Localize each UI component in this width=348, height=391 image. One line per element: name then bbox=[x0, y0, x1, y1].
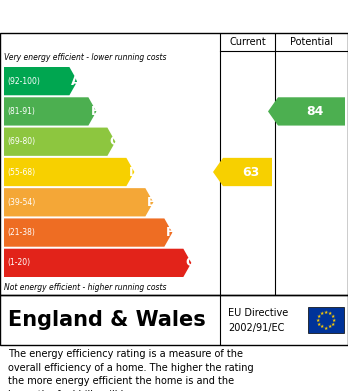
Text: ★: ★ bbox=[331, 314, 335, 319]
Text: B: B bbox=[90, 105, 100, 118]
Polygon shape bbox=[4, 219, 172, 247]
Text: (92-100): (92-100) bbox=[7, 77, 40, 86]
Text: D: D bbox=[128, 165, 139, 179]
Text: EU Directive: EU Directive bbox=[228, 307, 288, 317]
Text: ★: ★ bbox=[316, 317, 320, 323]
Polygon shape bbox=[4, 188, 153, 217]
Text: E: E bbox=[147, 196, 156, 209]
Text: (1-20): (1-20) bbox=[7, 258, 30, 267]
Text: ★: ★ bbox=[324, 310, 328, 314]
Bar bbox=[308, 307, 344, 333]
Text: Energy Efficiency Rating: Energy Efficiency Rating bbox=[8, 7, 237, 25]
Text: A: A bbox=[71, 75, 81, 88]
Polygon shape bbox=[4, 158, 134, 186]
Text: (69-80): (69-80) bbox=[7, 137, 35, 146]
Polygon shape bbox=[4, 97, 96, 126]
Polygon shape bbox=[4, 67, 77, 95]
Text: Not energy efficient - higher running costs: Not energy efficient - higher running co… bbox=[4, 283, 166, 292]
Polygon shape bbox=[4, 127, 116, 156]
Text: ★: ★ bbox=[320, 325, 324, 330]
Text: ★: ★ bbox=[328, 325, 332, 330]
Text: (81-91): (81-91) bbox=[7, 107, 35, 116]
Text: The energy efficiency rating is a measure of the
overall efficiency of a home. T: The energy efficiency rating is a measur… bbox=[8, 349, 254, 391]
Text: ★: ★ bbox=[317, 314, 321, 319]
Text: ★: ★ bbox=[331, 321, 335, 326]
Text: England & Wales: England & Wales bbox=[8, 310, 206, 330]
Text: ★: ★ bbox=[317, 321, 321, 326]
Text: 63: 63 bbox=[242, 165, 259, 179]
Text: 2002/91/EC: 2002/91/EC bbox=[228, 323, 284, 332]
Text: ★: ★ bbox=[324, 325, 328, 330]
Text: Potential: Potential bbox=[290, 37, 333, 47]
Text: Current: Current bbox=[229, 37, 266, 47]
Text: (39-54): (39-54) bbox=[7, 198, 35, 207]
Text: F: F bbox=[166, 226, 175, 239]
Text: ★: ★ bbox=[332, 317, 336, 323]
Text: ★: ★ bbox=[328, 310, 332, 316]
Text: (55-68): (55-68) bbox=[7, 167, 35, 176]
Text: (21-38): (21-38) bbox=[7, 228, 35, 237]
Polygon shape bbox=[268, 97, 345, 126]
Text: 84: 84 bbox=[306, 105, 323, 118]
Text: ★: ★ bbox=[320, 310, 324, 316]
Text: G: G bbox=[185, 256, 196, 269]
Text: Very energy efficient - lower running costs: Very energy efficient - lower running co… bbox=[4, 54, 166, 63]
Polygon shape bbox=[4, 249, 191, 277]
Polygon shape bbox=[213, 158, 272, 186]
Text: C: C bbox=[109, 135, 119, 148]
